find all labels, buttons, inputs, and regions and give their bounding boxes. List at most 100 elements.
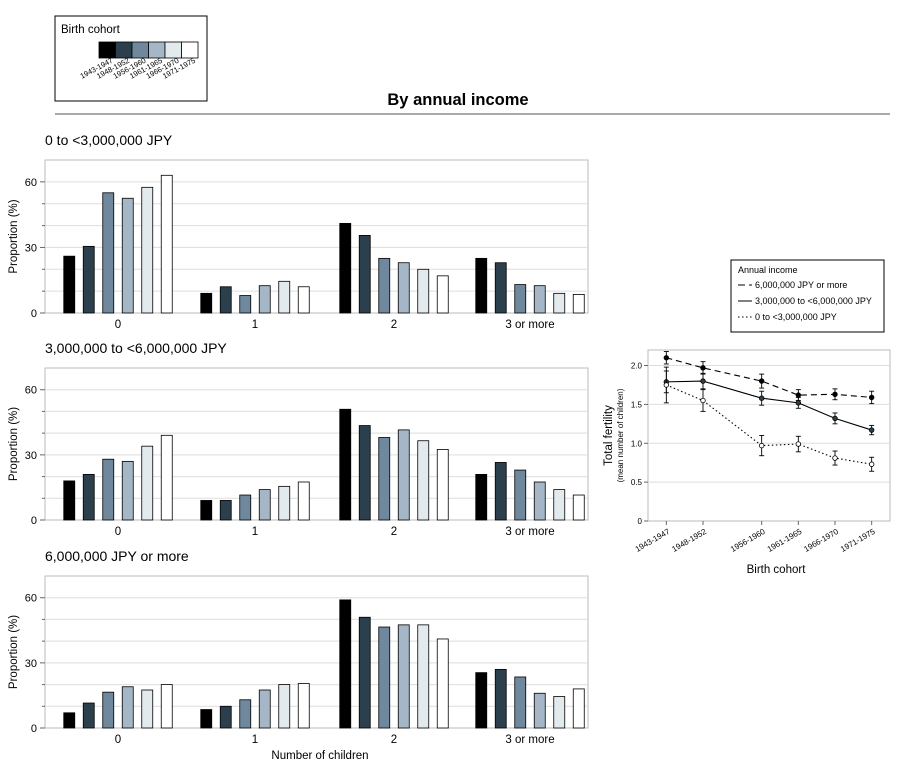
x-category-label: 3 or more xyxy=(505,319,554,331)
bar xyxy=(494,262,507,314)
plot-frame xyxy=(44,159,589,314)
bar xyxy=(494,462,507,521)
bar xyxy=(63,255,76,314)
y-tick-label: 0.5 xyxy=(631,478,643,487)
y-tick-label: 0 xyxy=(638,517,643,526)
bar xyxy=(141,186,154,314)
plot-frame xyxy=(44,367,589,521)
data-point xyxy=(868,461,875,467)
data-point xyxy=(663,355,670,361)
cohort-legend-title: Birth cohort xyxy=(61,24,121,36)
bar xyxy=(358,235,371,314)
bar xyxy=(239,699,252,729)
data-point xyxy=(700,378,706,384)
bar-panel: 0 to <3,000,000 JPY 0 30 60 Proportion (%) 0 1… xyxy=(8,132,589,331)
bar xyxy=(63,712,76,729)
series-line xyxy=(666,357,872,398)
bar xyxy=(533,481,546,521)
bar xyxy=(358,616,371,729)
bar xyxy=(417,268,430,314)
bar xyxy=(297,286,310,314)
income-legend-frame xyxy=(730,259,885,333)
x-category-label: 0 xyxy=(115,734,121,746)
bar xyxy=(219,705,232,729)
y-tick-label: 30 xyxy=(25,658,37,670)
panel-title: 0 to <3,000,000 JPY xyxy=(45,132,173,148)
bar xyxy=(553,292,566,314)
bar xyxy=(358,425,371,521)
x-tick-label: 1971-1975 xyxy=(839,527,877,554)
income-legend-label: 3,000,000 to <6,000,000 JPY xyxy=(755,296,872,306)
bar-panel: 6,000,000 JPY or more 0 30 60 Proportion (%)… xyxy=(8,548,589,746)
figure-heading: By annual income xyxy=(387,91,528,109)
bar xyxy=(572,494,585,521)
data-point xyxy=(832,391,838,398)
line-plot-frame xyxy=(647,349,891,522)
y-tick-label: 1.5 xyxy=(631,400,643,409)
panel-title: 3,000,000 to <6,000,000 JPY xyxy=(45,340,227,356)
bar xyxy=(514,284,527,314)
x-tick-label: 1961-1965 xyxy=(766,527,804,554)
bar xyxy=(160,684,173,729)
data-point xyxy=(663,382,670,388)
y-tick-label: 1.0 xyxy=(631,439,643,448)
y-axis-label: Proportion (%) xyxy=(8,199,20,273)
bar xyxy=(436,449,449,521)
cohort-swatch xyxy=(131,41,149,59)
bar xyxy=(102,458,115,521)
bar xyxy=(278,280,291,314)
line-y-axis-label: Total fertility xyxy=(603,405,615,466)
bar xyxy=(533,692,546,729)
data-point xyxy=(868,427,875,433)
y-tick-label: 60 xyxy=(25,385,37,397)
bar xyxy=(397,624,410,729)
x-category-label: 3 or more xyxy=(505,734,554,746)
income-legend: Annual income 6,000,000 JPY or more 3,000… xyxy=(730,259,885,333)
bar xyxy=(436,638,449,729)
bar xyxy=(63,480,76,521)
bar xyxy=(200,292,213,314)
income-legend-label: 0 to <3,000,000 JPY xyxy=(755,312,837,322)
bar xyxy=(160,434,173,521)
bar xyxy=(378,626,391,729)
bar-panel: 3,000,000 to <6,000,000 JPY 0 30 60 Proporti… xyxy=(8,340,589,538)
cohort-legend-frame xyxy=(54,15,208,102)
bar xyxy=(121,460,134,521)
bar xyxy=(82,245,95,314)
y-tick-label: 0 xyxy=(31,723,37,735)
y-tick-label: 2.0 xyxy=(631,362,643,371)
bar xyxy=(553,489,566,521)
data-point xyxy=(832,455,838,461)
bar xyxy=(378,437,391,521)
income-legend-label: 6,000,000 JPY or more xyxy=(755,280,847,290)
bar xyxy=(239,494,252,521)
income-legend-title: Annual income xyxy=(738,265,798,275)
bar xyxy=(514,469,527,521)
x-tick-label: 1943-1947 xyxy=(634,527,672,554)
x-category-label: 1 xyxy=(252,526,258,538)
bar xyxy=(378,257,391,314)
bar xyxy=(475,473,488,521)
bar xyxy=(297,683,310,729)
y-tick-label: 30 xyxy=(25,242,37,254)
x-category-label: 2 xyxy=(391,526,397,538)
y-tick-label: 60 xyxy=(25,177,37,189)
y-tick-label: 60 xyxy=(25,593,37,605)
panel-title: 6,000,000 JPY or more xyxy=(45,548,189,564)
x-category-label: 0 xyxy=(115,319,121,331)
data-point xyxy=(868,394,875,401)
bar xyxy=(475,672,488,729)
x-tick-label: 1948-1952 xyxy=(670,527,708,554)
y-tick-label: 0 xyxy=(31,515,37,527)
cohort-swatch xyxy=(115,41,133,59)
series-line xyxy=(666,380,872,431)
bar xyxy=(200,500,213,521)
plot-frame xyxy=(44,575,589,729)
data-point xyxy=(832,415,838,422)
bar xyxy=(297,481,310,521)
x-category-label: 3 or more xyxy=(505,526,554,538)
data-point xyxy=(795,441,802,447)
bar xyxy=(278,485,291,521)
bar xyxy=(533,285,546,314)
